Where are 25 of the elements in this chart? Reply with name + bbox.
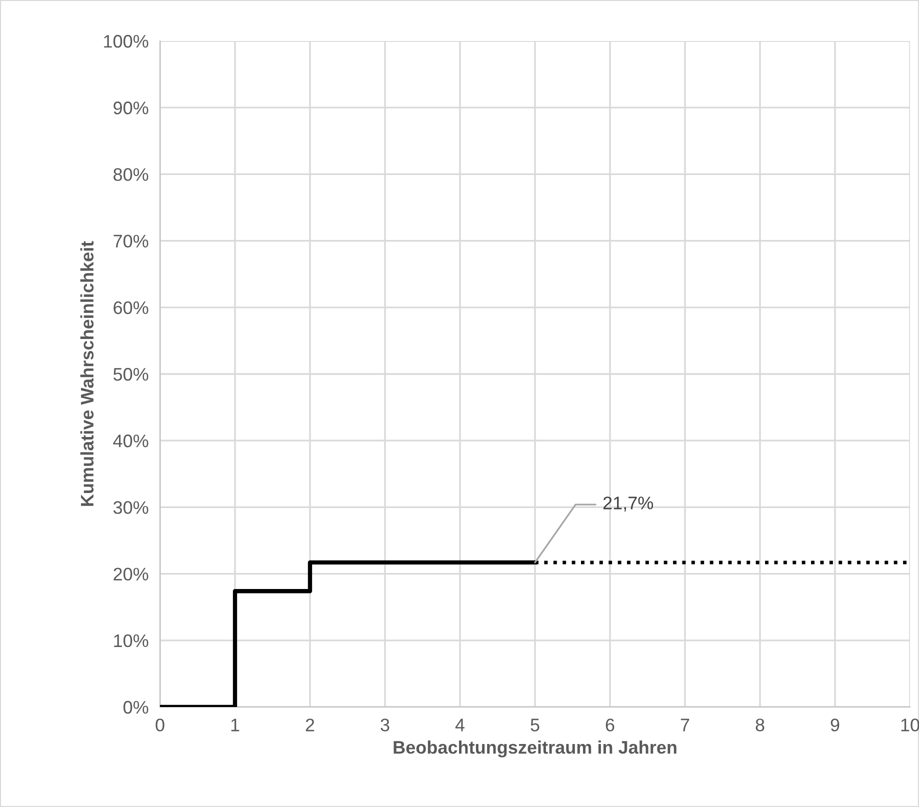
y-tick-label: 40%	[113, 434, 148, 448]
x-tick-label: 9	[830, 718, 840, 732]
x-tick-label: 4	[455, 718, 464, 732]
y-tick-label: 90%	[114, 102, 148, 114]
x-tick-label: 6	[606, 718, 614, 732]
x-tick-label: 8	[756, 718, 764, 732]
x-tick-label: 3	[380, 718, 390, 732]
y-tick-label: 0%	[124, 700, 148, 714]
y-tick-label: 60%	[114, 301, 148, 314]
y-tick-label: 70%	[114, 234, 148, 248]
x-tick-label: 1	[231, 718, 240, 732]
y-tick-label: 100%	[104, 34, 148, 48]
y-tick-label: 80%	[114, 168, 148, 181]
x-tick-label: 5	[530, 718, 540, 732]
y-axis-title: Kumulative Wahrscheinlichkeit	[80, 241, 94, 506]
x-tick-label: 2	[306, 718, 314, 732]
x-tick-label: 10	[901, 718, 919, 732]
x-tick-label: 7	[680, 718, 690, 732]
y-tick-label: 50%	[113, 368, 148, 381]
y-tick-label: 30%	[113, 501, 148, 514]
annotation: 21,7%	[603, 496, 654, 512]
x-axis-title: Beobachtungszeitraum in Jahren	[394, 740, 676, 758]
y-tick-label: 20%	[114, 568, 148, 581]
x-tick-label: 0	[156, 718, 164, 732]
y-tick-label: 10%	[114, 634, 148, 648]
